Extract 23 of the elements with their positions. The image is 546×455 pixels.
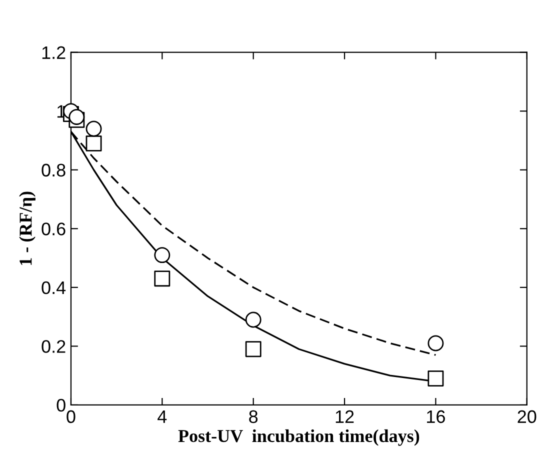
point [68,108,85,125]
point [245,341,262,358]
x-tick-label: 4 [158,410,167,423]
point [154,270,170,287]
y-tick-label: 0.4 [42,281,66,294]
x-axis-title: Post-UV incubation time(days) [178,429,420,446]
y-tick-label: 0 [56,398,66,412]
point [245,312,262,328]
point [428,335,444,352]
y-tick-label: 0.8 [42,164,66,177]
x-tick-label: 12 [336,410,354,423]
point [86,135,102,152]
point [86,120,102,137]
x-tick-label: 16 [427,410,445,424]
y-tick-label: 1.2 [42,46,66,59]
point [154,247,170,264]
x-tick-label: 20 [518,410,536,424]
y-tick-label: 0.2 [42,340,66,353]
y-tick-label: 0.6 [42,222,66,236]
x-tick-label: 8 [249,410,258,424]
y-axis-title: 1 - (RF/η) [19,192,36,265]
x-tick-label: 0 [66,410,76,424]
point [428,370,444,386]
